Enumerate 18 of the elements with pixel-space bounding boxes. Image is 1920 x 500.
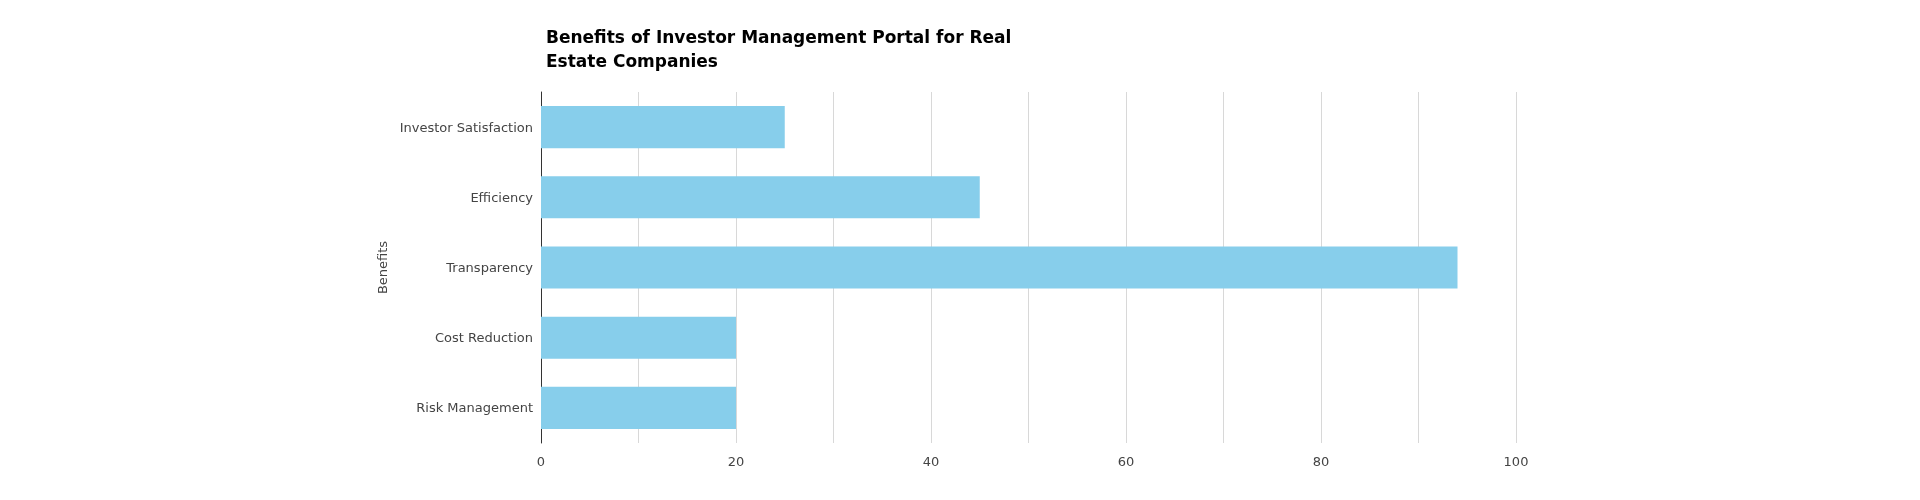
- bar: [541, 386, 736, 429]
- x-tick-label: 80: [1312, 454, 1330, 469]
- x-tick-label: 20: [727, 454, 745, 469]
- y-tick-label: Transparency: [445, 260, 534, 275]
- y-tick-label: Risk Management: [416, 400, 533, 416]
- x-tick-label: 40: [922, 454, 940, 469]
- y-axis-title: Benefits: [374, 240, 390, 295]
- bar: [541, 246, 1458, 289]
- x-tick-label: 0: [536, 454, 546, 469]
- bar: [541, 106, 785, 149]
- y-tick-label: Cost Reduction: [434, 330, 533, 346]
- x-tick-label: 60: [1117, 454, 1135, 469]
- x-tick-label: 100: [1503, 454, 1529, 469]
- bar: [541, 316, 736, 359]
- y-tick-label: Efficiency: [470, 189, 534, 205]
- y-tick-label: Investor Satisfaction: [399, 119, 533, 135]
- chart-title: Benefits of Investor Management Portal for Real Estate Companies: [546, 27, 1018, 71]
- bar: [541, 176, 980, 219]
